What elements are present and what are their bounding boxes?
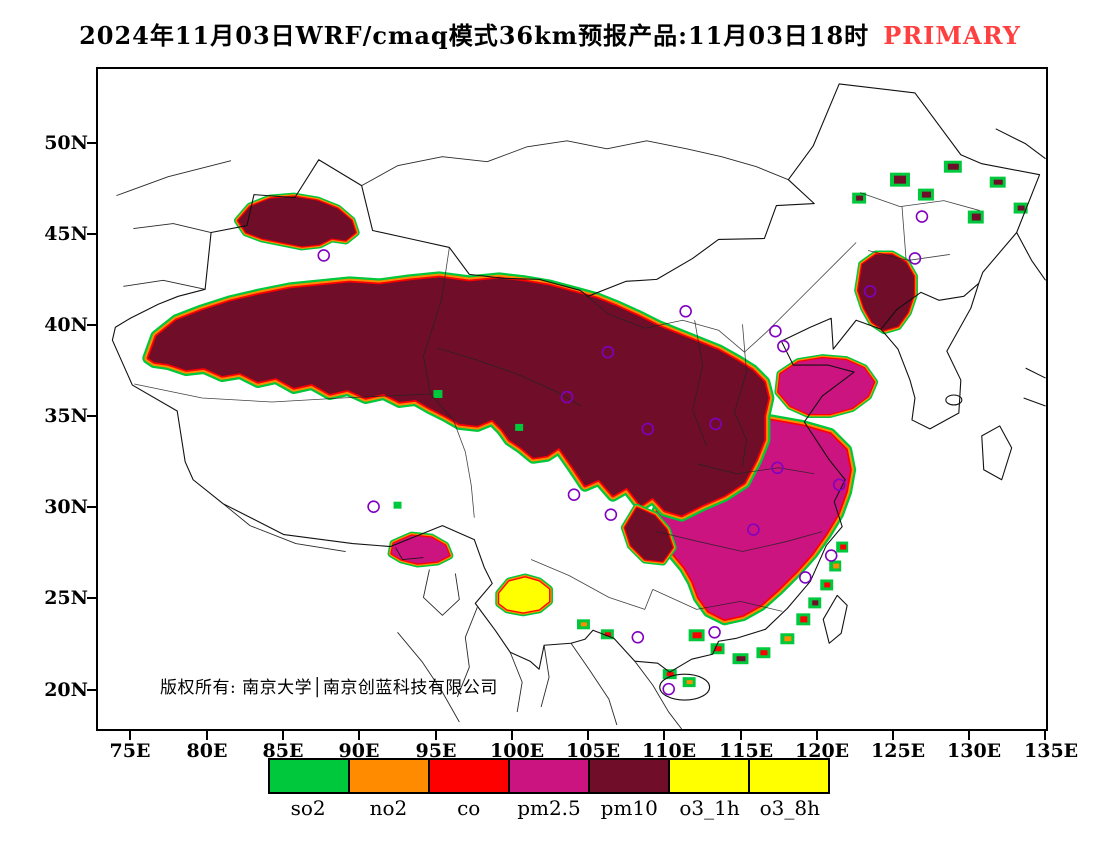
x-tick bbox=[282, 731, 284, 740]
y-axis-label: 20N bbox=[44, 679, 88, 701]
x-axis-label: 85E bbox=[262, 740, 304, 762]
legend-labels: so2 no2 co pm2.5 pm10 o3_1h o3_8h bbox=[268, 796, 830, 820]
y-axis-label: 35N bbox=[44, 405, 88, 427]
taiwan-island bbox=[822, 594, 848, 644]
pm25-region-yunnan-strip bbox=[392, 536, 450, 564]
x-tick bbox=[816, 731, 818, 740]
south-asia-borders bbox=[222, 503, 683, 729]
y-tick bbox=[87, 689, 96, 691]
x-tick bbox=[206, 731, 208, 740]
legend-color-bar bbox=[268, 758, 830, 794]
x-tick bbox=[663, 731, 665, 740]
mongolia-north-border bbox=[361, 140, 789, 187]
legend-label-so2: so2 bbox=[290, 796, 326, 820]
x-axis-label: 120E bbox=[795, 740, 850, 762]
x-axis-label: 110E bbox=[642, 740, 697, 762]
title-text: 2024年11月03日WRF/cmaq模式36km预报产品:11月03日18时 bbox=[79, 21, 870, 50]
y-axis-label: 40N bbox=[44, 314, 88, 336]
scattered-cells-west bbox=[393, 390, 524, 509]
y-axis-label: 50N bbox=[44, 132, 88, 154]
legend-label-pm10: pm10 bbox=[600, 796, 658, 820]
map-plot-area: 版权所有: 南京大学│南京创蓝科技有限公司 bbox=[96, 67, 1048, 731]
legend-label-pm25: pm2.5 bbox=[517, 796, 581, 820]
legend-cell-pm10 bbox=[590, 760, 670, 792]
legend-cell-o3-8h bbox=[750, 760, 828, 792]
legend-cell-so2 bbox=[270, 760, 350, 792]
x-axis-label: 100E bbox=[490, 740, 545, 762]
legend-label-o3-8h: o3_8h bbox=[759, 796, 821, 820]
china-coast-and-border bbox=[111, 83, 1041, 673]
scattered-cells-southeast-coast bbox=[576, 541, 849, 688]
x-axis-label: 80E bbox=[186, 740, 228, 762]
x-tick bbox=[968, 731, 970, 740]
legend-label-o3-1h: o3_1h bbox=[679, 796, 740, 820]
o3-region-yunnan bbox=[499, 577, 549, 612]
pm10-region-main-band bbox=[148, 277, 768, 515]
legend-cell-pm25 bbox=[510, 760, 590, 792]
far-east-coastlines bbox=[995, 128, 1046, 407]
x-tick bbox=[1044, 731, 1046, 740]
x-axis-label: 95E bbox=[415, 740, 457, 762]
x-axis-label: 115E bbox=[719, 740, 774, 762]
x-tick bbox=[892, 731, 894, 740]
scattered-cells-northeast bbox=[852, 160, 1028, 224]
legend-label-co: co bbox=[457, 796, 481, 820]
hainan-island bbox=[659, 673, 711, 701]
x-tick bbox=[435, 731, 437, 740]
x-tick bbox=[511, 731, 513, 740]
province-boundaries bbox=[134, 192, 980, 612]
copyright-note: 版权所有: 南京大学│南京创蓝科技有限公司 bbox=[160, 678, 498, 698]
jeju-island bbox=[945, 394, 963, 406]
pm25-region-shandong bbox=[778, 358, 874, 414]
legend-cell-no2 bbox=[350, 760, 430, 792]
y-tick bbox=[87, 324, 96, 326]
x-axis-label: 135E bbox=[1024, 740, 1079, 762]
legend-label-no2: no2 bbox=[369, 796, 408, 820]
pm10-region-northeast bbox=[858, 254, 914, 330]
korea-peninsula bbox=[880, 283, 980, 430]
legend-cell-o3-1h bbox=[670, 760, 750, 792]
x-axis-label: 90E bbox=[338, 740, 380, 762]
y-tick bbox=[87, 597, 96, 599]
x-tick bbox=[587, 731, 589, 740]
x-axis-label: 125E bbox=[871, 740, 926, 762]
page-title: 2024年11月03日WRF/cmaq模式36km预报产品:11月03日18时 … bbox=[0, 16, 1100, 51]
y-tick bbox=[87, 142, 96, 144]
x-tick bbox=[740, 731, 742, 740]
y-axis-label: 30N bbox=[44, 496, 88, 518]
y-axis-label: 25N bbox=[44, 587, 88, 609]
pollutant-legend: so2 no2 co pm2.5 pm10 o3_1h o3_8h bbox=[268, 758, 830, 820]
x-axis-label: 105E bbox=[566, 740, 621, 762]
x-axis-label: 130E bbox=[947, 740, 1002, 762]
pm10-region-north-xinjiang bbox=[238, 197, 356, 247]
station-markers bbox=[317, 210, 929, 696]
y-tick bbox=[87, 506, 96, 508]
title-primary-tag: PRIMARY bbox=[883, 21, 1021, 50]
y-tick bbox=[87, 415, 96, 417]
x-axis-label: 75E bbox=[109, 740, 151, 762]
map-canvas bbox=[111, 83, 1046, 729]
y-tick bbox=[87, 233, 96, 235]
legend-cell-co bbox=[430, 760, 510, 792]
pollution-regions bbox=[148, 160, 1028, 688]
y-axis-label: 45N bbox=[44, 223, 88, 245]
x-tick bbox=[358, 731, 360, 740]
country-outlines bbox=[111, 83, 1046, 729]
x-tick bbox=[129, 731, 131, 740]
japan-kyushu bbox=[981, 425, 1013, 481]
central-asia-borders bbox=[116, 160, 232, 290]
